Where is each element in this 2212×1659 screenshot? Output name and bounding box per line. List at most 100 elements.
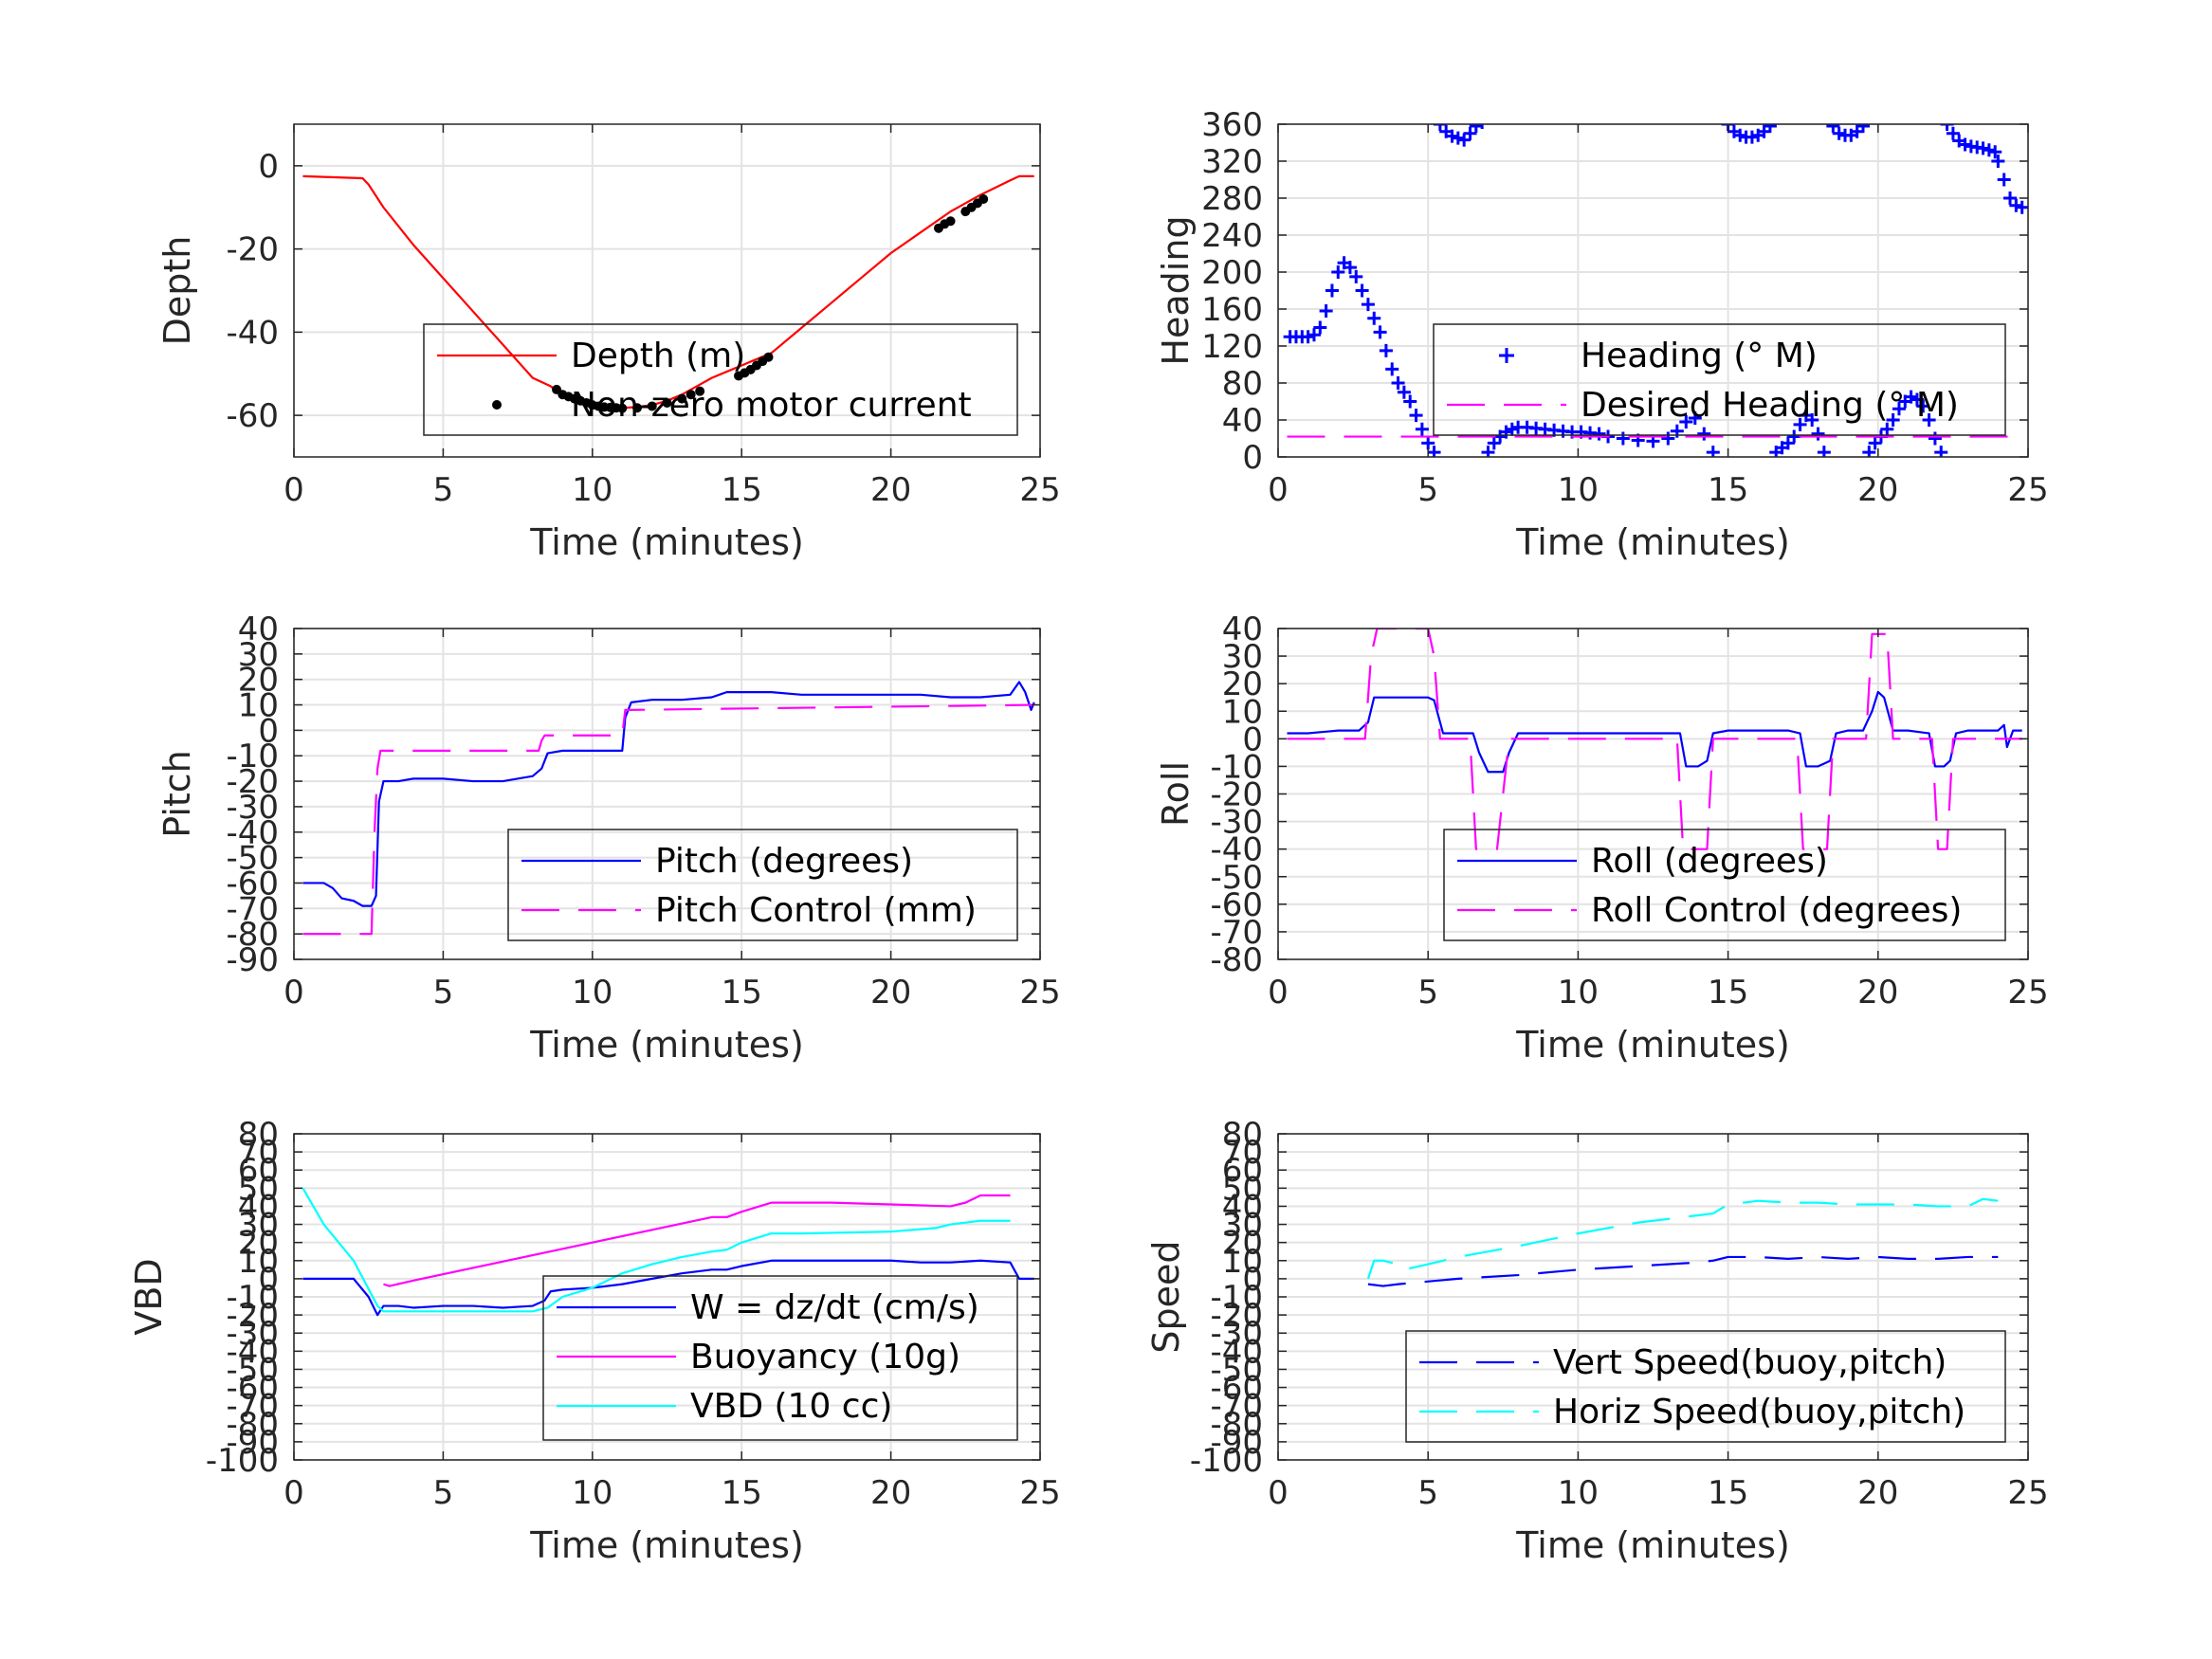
- y-tick-label: 30: [238, 1207, 279, 1245]
- data-point: [1892, 402, 1906, 416]
- y-tick-label: 40: [238, 611, 279, 648]
- legend-box: [1433, 323, 2006, 436]
- y-tick-label: 40: [1222, 1188, 1263, 1226]
- x-tick-label: 20: [870, 1474, 911, 1512]
- y-tick-label: -20: [1210, 776, 1263, 814]
- y-tick-label: -10: [1210, 1279, 1263, 1317]
- data-point: [2009, 198, 2023, 212]
- legend-label: Desired Heading (° M): [1581, 386, 1959, 425]
- data-point: [1745, 130, 1759, 144]
- legend: Roll (degrees) Roll Control (degrees): [1443, 829, 2006, 941]
- legend: Pitch (degrees) Pitch Control (mm): [507, 829, 1018, 941]
- x-tick-label: 15: [722, 974, 762, 1012]
- data-point: [1397, 385, 1411, 399]
- data-point: [1991, 155, 2005, 168]
- y-tick-label: 0: [1242, 720, 1263, 758]
- legend-label: Roll Control (degrees): [1591, 891, 1962, 930]
- y-tick-label: 30: [1222, 1207, 1263, 1245]
- x-tick-label: 20: [870, 974, 911, 1012]
- y-tick-label: -90: [226, 1424, 279, 1462]
- y-tick-label: -80: [1210, 1406, 1263, 1444]
- x-tick-label: 10: [572, 1474, 612, 1512]
- data-point: [1331, 265, 1345, 279]
- legend-label: Vert Speed(buoy,pitch): [1553, 1343, 1947, 1382]
- y-tick-label: 20: [238, 1225, 279, 1263]
- legend-box: [1405, 1330, 2006, 1443]
- x-axis-label: Time (minutes): [529, 521, 804, 563]
- data-point: [1319, 303, 1333, 318]
- data-point: [1313, 320, 1327, 335]
- x-tick-label: 0: [1268, 471, 1289, 509]
- series-speed-1-line: [1366, 1197, 1999, 1280]
- y-tick-label: 360: [1201, 106, 1263, 144]
- y-tick-label: -30: [1210, 804, 1263, 842]
- x-tick-label: 5: [1417, 974, 1438, 1012]
- series-pitch-0-line: [302, 681, 1035, 907]
- plot-area: [1283, 124, 2028, 457]
- data-point: [647, 401, 657, 411]
- y-tick-label: -70: [226, 890, 279, 928]
- series-vbd-0-line: [302, 1259, 1034, 1317]
- legend-label: Buoyancy (10g): [690, 1338, 960, 1376]
- x-tick-label: 25: [2007, 1474, 2048, 1512]
- data-point: [1787, 429, 1801, 444]
- data-point: [1697, 427, 1711, 441]
- y-tick-label: 80: [238, 1116, 279, 1154]
- data-point: [1409, 409, 1423, 423]
- y-tick-label: 60: [238, 1152, 279, 1190]
- data-point: [1379, 343, 1393, 357]
- x-axis-label: Time (minutes): [1515, 1524, 1790, 1566]
- y-tick-label: 0: [1242, 439, 1263, 477]
- data-point: [686, 390, 696, 400]
- y-tick-label: -50: [226, 1351, 279, 1389]
- data-point: [945, 216, 956, 227]
- x-tick-label: 15: [1708, 1474, 1748, 1512]
- y-tick-label: -90: [1210, 1424, 1263, 1462]
- y-axis-label: Speed: [1145, 1240, 1187, 1353]
- y-tick-label: 0: [1242, 1261, 1263, 1299]
- data-point: [1367, 311, 1381, 325]
- x-tick-label: 25: [2007, 974, 2048, 1012]
- x-axis-label: Time (minutes): [1515, 1024, 1790, 1066]
- x-tick-label: 5: [433, 1474, 454, 1512]
- x-tick-label: 20: [870, 471, 911, 509]
- y-tick-label: -80: [226, 916, 279, 954]
- data-point: [617, 403, 628, 413]
- data-point: [1343, 261, 1357, 275]
- data-point: [1325, 283, 1339, 298]
- data-point: [1415, 422, 1429, 436]
- data-point: [1856, 124, 1870, 133]
- data-point: [1988, 145, 2002, 159]
- y-tick-label: -50: [226, 840, 279, 878]
- data-point: [1880, 422, 1894, 436]
- data-point: [1982, 143, 1996, 157]
- y-tick-label: -30: [1210, 1315, 1263, 1353]
- x-tick-label: 20: [1857, 974, 1898, 1012]
- y-tick-label: 80: [1222, 1116, 1263, 1154]
- legend-label: Non-zero motor current: [571, 386, 972, 425]
- y-tick-label: 320: [1201, 143, 1263, 181]
- y-tick-label: -80: [1210, 941, 1263, 979]
- legend: Heading (° M) Desired Heading (° M): [1433, 323, 2006, 436]
- series-vbd-1-line: [383, 1194, 1011, 1287]
- legend-swatch: [492, 400, 502, 410]
- y-axis-label: Pitch: [156, 750, 198, 838]
- data-point: [1385, 362, 1399, 376]
- y-tick-label: -60: [1210, 886, 1263, 924]
- series-heading-0: [1283, 124, 2028, 457]
- y-tick-label: 20: [1222, 1225, 1263, 1263]
- data-point: [1946, 126, 1960, 140]
- y-tick-label: 10: [238, 1243, 279, 1281]
- data-point: [1469, 124, 1483, 133]
- data-point: [1733, 128, 1747, 142]
- y-axis-label: VBD: [128, 1258, 170, 1335]
- data-point: [1463, 126, 1477, 140]
- legend-label: Pitch (degrees): [655, 842, 913, 881]
- y-tick-label: -100: [206, 1442, 279, 1480]
- x-tick-label: 0: [1268, 1474, 1289, 1512]
- legend: Depth (m) Non-zero motor current: [423, 323, 1018, 436]
- data-point: [632, 403, 643, 413]
- legend-label: Depth (m): [571, 337, 745, 375]
- y-tick-label: 10: [1222, 1243, 1263, 1281]
- y-tick-label: -70: [1210, 1388, 1263, 1426]
